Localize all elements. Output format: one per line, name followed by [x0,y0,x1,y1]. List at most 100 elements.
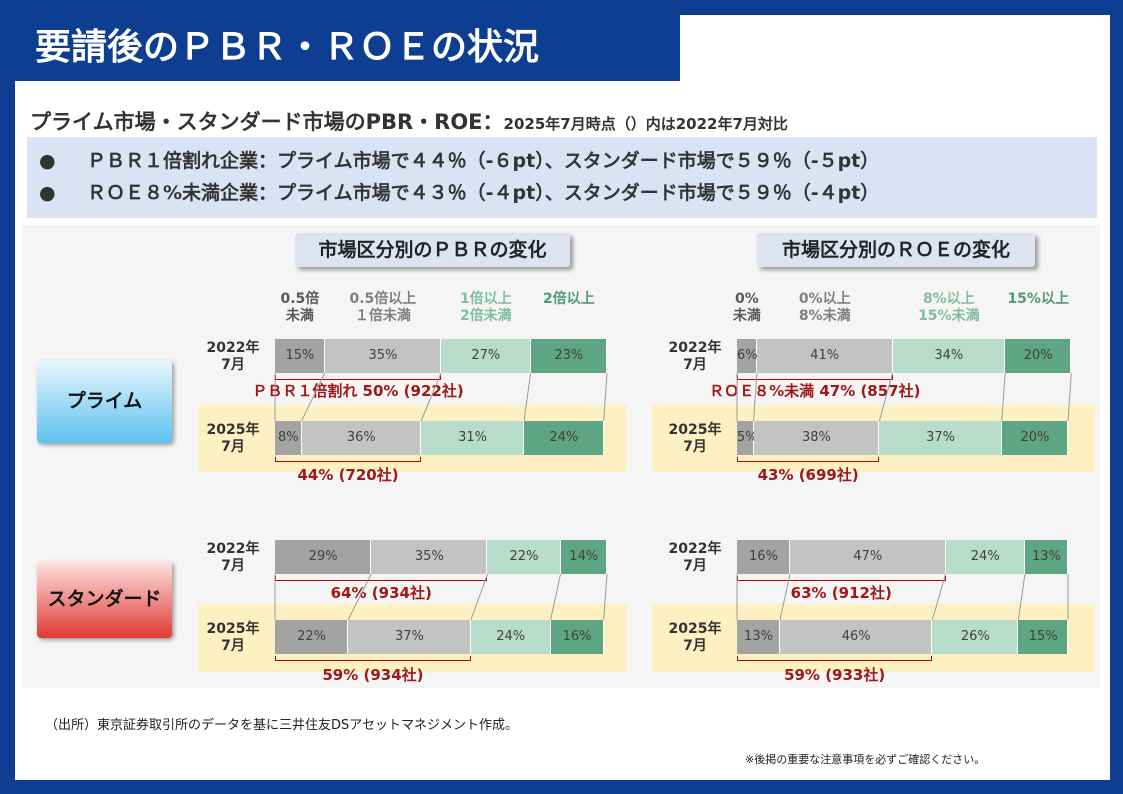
value-label: 6% [737,348,758,363]
bar-segment [324,339,441,373]
connector-line [878,372,894,422]
value-label: 24% [549,430,579,445]
bar-segment [530,339,607,373]
connector-line [550,573,562,621]
bar-segment [441,339,531,373]
bar-segment [789,540,946,574]
connector-line [347,573,372,621]
bar-segment [487,540,561,574]
connector-line [523,372,532,422]
slide-title: 要請後のＰＢＲ・ＲＯＥの状況 [15,15,680,81]
legend-label: 0.5倍以上 １倍未満 [349,291,417,324]
bar-segment [737,421,754,455]
value-label: 34% [934,348,964,363]
bar-segment [275,620,349,654]
bar-segment [737,339,757,373]
value-label: 35% [368,348,398,363]
legend-label: 2倍以上 [542,291,595,307]
bullet: ＰＢＲ１倍割れ企業：プライム市場で４４％（-６pt）、スタンダード市場で５９％（… [27,145,1097,177]
connector-line [420,372,442,422]
legend-label: 15%以上 [1007,291,1069,307]
connector-line [779,573,791,621]
bar-segment [756,339,893,373]
bar-segment [348,620,471,654]
value-label: 15% [1028,629,1058,644]
row-label: 2022年 7月 [206,541,260,574]
legend-label: 8%以上 15%未満 [918,291,980,324]
annotation: 64% (934社) [330,584,432,602]
bullet: ＲＯＥ８%未満企業：プライム市場で４３％（-４pt）、スタンダード市場で５９％（… [27,177,1097,209]
legend-label: 0.5倍 未満 [280,291,320,324]
bar-segment [1005,339,1072,373]
legend-label: 0% 未満 [732,291,761,324]
chart-title: 市場区分別のＲＯＥの変化 [757,233,1035,267]
bar-segment [550,620,604,654]
value-label: 24% [970,549,1000,564]
bar-segment [1024,540,1068,574]
bar-segment [560,540,607,574]
annotation: 63% (912社) [790,584,892,602]
value-label: 31% [458,430,487,445]
value-label: 22% [297,629,326,644]
notice: ※後掲の重要な注意事項を必ずご確認ください。 [745,753,986,766]
value-label: 15% [285,348,315,363]
annotation: ＰＢＲ１倍割れ 50% (922社) [252,382,464,400]
connector-line [603,372,608,422]
bar-segment [737,620,781,654]
value-label: 29% [308,549,338,564]
value-label: 20% [1020,430,1050,445]
group-label: プライム [37,360,172,443]
bracket [737,457,880,462]
connector-line [301,372,326,422]
bar-segment [421,421,524,455]
bar-segment [275,540,372,574]
row-label: 2025年 7月 [206,422,260,455]
annotation: 59% (934社) [322,666,424,684]
value-label: 16% [749,549,778,564]
value-label: 20% [1023,348,1053,363]
bracket [275,656,471,661]
row-label: 2022年 7月 [668,541,722,574]
row-label: 2022年 7月 [668,340,722,373]
bracket [275,457,422,462]
row-label: 2022年 7月 [206,340,260,373]
connector-line [1017,573,1026,621]
value-label: 27% [471,348,501,363]
connector-line [931,573,947,621]
value-label: 38% [801,430,831,445]
bar-segment [1018,620,1068,654]
chart-title: 市場区分別のＰＢＲの変化 [295,233,570,267]
bar-segment [780,620,933,654]
value-label: 37% [394,629,424,644]
bar-segment [1001,421,1068,455]
bar-segment [932,620,1019,654]
value-label: 13% [1032,549,1061,564]
bar-segment [524,421,604,455]
legend-label: 1倍以上 2倍未満 [459,291,512,324]
bar-segment [301,421,422,455]
value-label: 5% [737,430,758,445]
row-label: 2025年 7月 [206,621,260,654]
annotation: 43% (699社) [757,466,859,484]
value-label: 35% [414,549,444,564]
connector-line [603,573,608,621]
connector-line [470,573,488,621]
bar-segment [892,339,1006,373]
value-label: 47% [853,549,883,564]
value-label: 36% [346,430,376,445]
subtitle-main: プライム市場・スタンダード市場のPBR・ROE： [30,110,504,134]
bar-segment [275,421,302,455]
bar-segment [879,421,1002,455]
value-label: 23% [554,348,584,363]
value-label: 22% [509,549,539,564]
value-label: 26% [960,629,990,644]
row-label: 2025年 7月 [668,621,722,654]
value-label: 37% [926,430,956,445]
subtitle: プライム市場・スタンダード市場のPBR・ROE：2025年7月時点（）内は202… [30,106,788,136]
row-label: 2025年 7月 [668,422,722,455]
subtitle-note: 2025年7月時点（）内は2022年7月対比 [503,115,788,133]
bracket [737,656,933,661]
bar-segment [753,421,880,455]
